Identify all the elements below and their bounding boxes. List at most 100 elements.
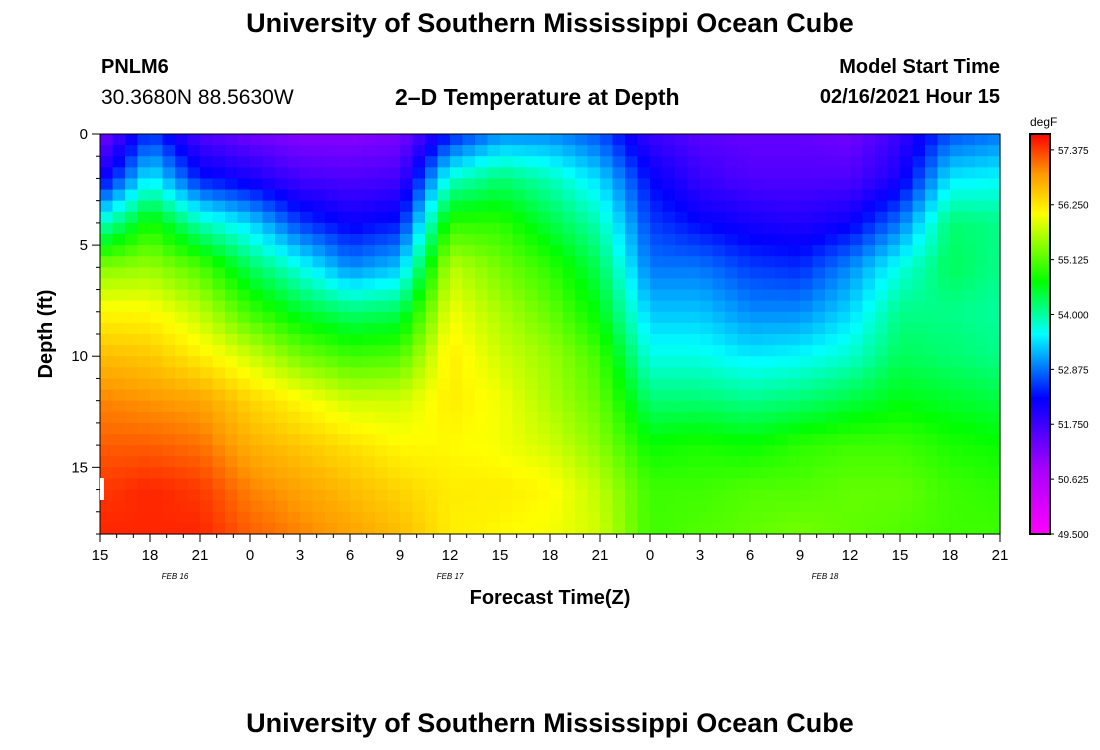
heatmap-cell bbox=[425, 278, 439, 291]
heatmap-cell bbox=[725, 411, 739, 424]
heatmap-cell bbox=[112, 222, 126, 235]
heatmap-cell bbox=[450, 134, 464, 146]
heatmap-cell bbox=[575, 411, 589, 424]
heatmap-cell bbox=[975, 189, 989, 202]
heatmap-cell bbox=[562, 134, 576, 146]
heatmap-cell bbox=[812, 334, 826, 346]
heatmap-cell bbox=[887, 367, 901, 380]
heatmap-cell bbox=[250, 167, 264, 180]
heatmap-cell bbox=[362, 278, 376, 291]
heatmap-cell bbox=[137, 456, 151, 468]
heatmap-cell bbox=[150, 400, 164, 413]
heatmap-cell bbox=[725, 156, 739, 168]
heatmap-cell bbox=[825, 278, 839, 291]
heatmap-cell bbox=[150, 222, 164, 235]
heatmap-cell bbox=[200, 289, 214, 302]
heatmap-cell bbox=[600, 178, 614, 191]
heatmap-cell bbox=[225, 256, 239, 268]
heatmap-cell bbox=[937, 389, 951, 402]
heatmap-cell bbox=[200, 156, 214, 168]
heatmap-cell bbox=[987, 445, 1001, 457]
heatmap-cell bbox=[487, 522, 501, 535]
heatmap-cell bbox=[550, 500, 564, 513]
heatmap-cell bbox=[137, 245, 151, 257]
heatmap-cell bbox=[525, 511, 539, 524]
heatmap-cell bbox=[862, 511, 876, 524]
heatmap-cell bbox=[812, 367, 826, 380]
heatmap-cell bbox=[500, 411, 514, 424]
heatmap-cell bbox=[737, 400, 751, 413]
heatmap-cell bbox=[787, 234, 801, 246]
heatmap-cell bbox=[175, 367, 189, 380]
heatmap-cell bbox=[437, 500, 451, 513]
heatmap-cell bbox=[850, 245, 864, 257]
heatmap-cell bbox=[162, 222, 176, 235]
heatmap-cell bbox=[325, 200, 339, 213]
heatmap-cell bbox=[700, 200, 714, 213]
heatmap-cell bbox=[112, 400, 126, 413]
heatmap-cell bbox=[900, 345, 914, 357]
heatmap-cell bbox=[275, 467, 289, 480]
heatmap-cell bbox=[412, 411, 426, 424]
heatmap-cell bbox=[687, 522, 701, 535]
heatmap-cell bbox=[650, 400, 664, 413]
heatmap-cell bbox=[212, 267, 226, 280]
heatmap-cell bbox=[650, 300, 664, 313]
heatmap-cell bbox=[750, 200, 764, 213]
heatmap-cell bbox=[537, 311, 551, 324]
heatmap-cell bbox=[225, 289, 239, 302]
heatmap-cell bbox=[237, 200, 251, 213]
heatmap-cell bbox=[362, 400, 376, 413]
heatmap-cell bbox=[887, 478, 901, 491]
heatmap-cell bbox=[675, 211, 689, 224]
heatmap-cell bbox=[287, 511, 301, 524]
heatmap-cell bbox=[587, 267, 601, 280]
heatmap-cell bbox=[975, 334, 989, 346]
heatmap-cell bbox=[912, 434, 926, 446]
heatmap-cell bbox=[925, 434, 939, 446]
heatmap-cell bbox=[500, 189, 514, 202]
heatmap-cell bbox=[587, 356, 601, 368]
heatmap-cell bbox=[762, 500, 776, 513]
heatmap-cell bbox=[425, 467, 439, 480]
heatmap-cell bbox=[750, 145, 764, 157]
heatmap-cell bbox=[275, 145, 289, 157]
heatmap-cell bbox=[775, 434, 789, 446]
heatmap-cell bbox=[900, 134, 914, 146]
heatmap-cell bbox=[362, 422, 376, 435]
heatmap-cell bbox=[912, 345, 926, 357]
heatmap-cell bbox=[662, 134, 676, 146]
heatmap-cell bbox=[587, 389, 601, 402]
heatmap-cell bbox=[525, 500, 539, 513]
heatmap-cell bbox=[825, 400, 839, 413]
heatmap-cell bbox=[175, 289, 189, 302]
heatmap-cell bbox=[925, 278, 939, 291]
heatmap-cell bbox=[137, 489, 151, 502]
heatmap-cell bbox=[487, 322, 501, 335]
heatmap-cell bbox=[462, 445, 476, 457]
heatmap-cell bbox=[700, 522, 714, 535]
heatmap-cell bbox=[362, 245, 376, 257]
heatmap-cell bbox=[200, 334, 214, 346]
heatmap-cell bbox=[387, 200, 401, 213]
heatmap-cell bbox=[737, 356, 751, 368]
heatmap-cell bbox=[887, 167, 901, 180]
heatmap-cell bbox=[825, 434, 839, 446]
heatmap-cell bbox=[950, 522, 964, 535]
heatmap-cell bbox=[612, 322, 626, 335]
heatmap-cell bbox=[312, 200, 326, 213]
heatmap-cell bbox=[512, 434, 526, 446]
heatmap-cell bbox=[637, 289, 651, 302]
heatmap-cell bbox=[400, 522, 414, 535]
heatmap-cell bbox=[537, 467, 551, 480]
heatmap-cell bbox=[987, 278, 1001, 291]
heatmap-cell bbox=[425, 511, 439, 524]
heatmap-cell bbox=[437, 322, 451, 335]
heatmap-cell bbox=[100, 378, 114, 391]
heatmap-cell bbox=[687, 345, 701, 357]
heatmap-cell bbox=[962, 234, 976, 246]
heatmap-cell bbox=[525, 267, 539, 280]
heatmap-cell bbox=[562, 445, 576, 457]
heatmap-cell bbox=[662, 356, 676, 368]
heatmap-cell bbox=[775, 522, 789, 535]
